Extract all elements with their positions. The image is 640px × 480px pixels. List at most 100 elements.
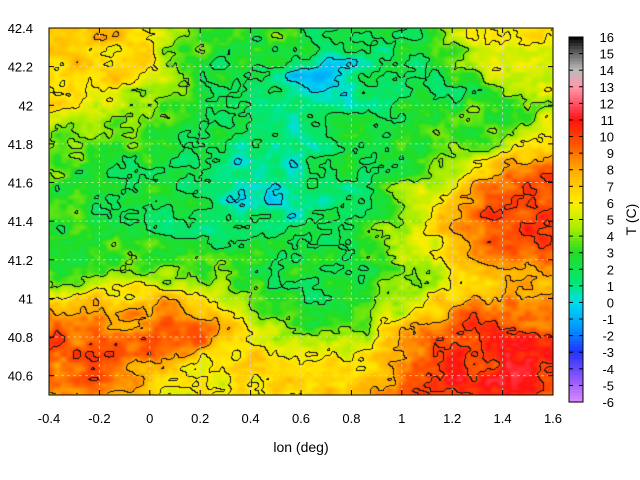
colorbar-tick-label: -1 (602, 312, 614, 327)
colorbar-segment (569, 313, 583, 318)
colorbar-tick-label: 16 (600, 30, 614, 45)
x-tick-label: 0.2 (191, 411, 209, 426)
colorbar-segment (569, 179, 583, 184)
colorbar-segment (569, 210, 583, 215)
x-tick-label: 1.4 (494, 411, 512, 426)
colorbar-segment (569, 383, 583, 388)
colorbar-segment (569, 222, 583, 227)
colorbar-segment (569, 319, 583, 324)
colorbar-segment (569, 195, 583, 199)
colorbar-segment (569, 249, 583, 254)
y-tick-label: 40.8 (8, 330, 33, 345)
colorbar-segment (569, 131, 583, 135)
colorbar-segment (569, 134, 583, 138)
colorbar-segment (569, 122, 583, 126)
colorbar-segment (569, 79, 583, 84)
colorbar-segment (569, 332, 583, 336)
colorbar-segment (569, 256, 583, 260)
colorbar-segment (569, 149, 583, 154)
colorbar-segment (569, 207, 583, 211)
colorbar-segment (569, 362, 583, 367)
colorbar-segment (569, 353, 583, 357)
colorbar-segment (569, 347, 583, 351)
colorbar-segment (569, 76, 583, 81)
colorbar-segment (569, 322, 583, 327)
colorbar-segment (569, 213, 583, 218)
colorbar-segment (569, 82, 583, 87)
colorbar-segment (569, 152, 583, 157)
colorbar-tick-label: 5 (607, 213, 614, 228)
colorbar-segment (569, 55, 583, 59)
colorbar-segment (569, 280, 583, 284)
colorbar-segment (569, 103, 583, 108)
colorbar-segment (569, 70, 583, 75)
colorbar-segment (569, 246, 583, 251)
colorbar-segment (569, 94, 583, 99)
colorbar-tick-label: -6 (602, 395, 614, 410)
colorbar (568, 36, 584, 403)
colorbar-segment (569, 88, 583, 93)
colorbar-segment (569, 338, 583, 342)
colorbar-segment (569, 100, 583, 105)
colorbar-segment (569, 316, 583, 321)
colorbar-segment (569, 113, 583, 117)
colorbar-segment (569, 359, 583, 364)
colorbar-tick-label: 2 (607, 262, 614, 277)
x-axis-ticks: -0.4 -0.2 0 0.2 0.4 0.6 0.8 1 1.2 1.4 1.6 (38, 28, 562, 426)
colorbar-segment (569, 350, 583, 354)
colorbar-segment (569, 259, 583, 263)
y-tick-label: 42.4 (8, 21, 33, 36)
x-tick-label: 0.8 (342, 411, 360, 426)
colorbar-segment (569, 161, 583, 166)
colorbar-segment (569, 67, 583, 72)
colorbar-segment (569, 201, 583, 205)
colorbar-segment (569, 46, 583, 50)
y-tick-label: 41 (19, 291, 33, 306)
colorbar-segment (569, 374, 583, 379)
colorbar-segment (569, 40, 583, 44)
colorbar-segment (569, 198, 583, 202)
colorbar-segment (569, 265, 583, 269)
y-axis-ticks: 40.6 40.8 41 41.2 41.4 41.6 41.8 42 42.2 42.4 (8, 21, 553, 384)
colorbar-segment (569, 283, 583, 288)
colorbar-tick-label: 8 (607, 163, 614, 178)
colorbar-segment (569, 143, 583, 148)
colorbar-segment (569, 85, 583, 90)
x-tick-label: 0.4 (242, 411, 260, 426)
colorbar-segment (569, 97, 583, 102)
colorbar-segment (569, 61, 583, 65)
colorbar-segment (569, 137, 583, 142)
colorbar-segment (569, 356, 583, 361)
colorbar-segment (569, 325, 583, 330)
colorbar-segment (569, 277, 583, 281)
colorbar-segment (569, 289, 583, 294)
colorbar-segment (569, 106, 583, 111)
colorbar-segment (569, 231, 583, 236)
colorbar-tick-label: -3 (602, 345, 614, 360)
colorbar-tick-label: -2 (602, 329, 614, 344)
colorbar-segment (569, 167, 583, 172)
colorbar-segment (569, 128, 583, 132)
colorbar-tick-label: 14 (600, 63, 614, 78)
colorbar-tick-label: -4 (602, 362, 614, 377)
colorbar-segment (569, 125, 583, 129)
colorbar-segment (569, 183, 583, 187)
colorbar-segment (569, 237, 583, 242)
x-tick-label: 0.6 (292, 411, 310, 426)
colorbar-segment (569, 43, 583, 47)
colorbar-segment (569, 58, 583, 62)
colorbar-segment (569, 329, 583, 333)
colorbar-segment (569, 380, 583, 385)
x-axis-label: lon (deg) (273, 439, 328, 455)
colorbar-segment (569, 386, 583, 391)
colorbar-segment (569, 204, 583, 208)
colorbar-segment (569, 365, 583, 370)
colorbar-segment (569, 389, 583, 394)
colorbar-segment (569, 286, 583, 291)
colorbar-segment (569, 91, 583, 96)
y-tick-label: 41.8 (8, 137, 33, 152)
colorbar-segment (569, 292, 583, 297)
colorbar-tick-label: 11 (601, 113, 615, 128)
colorbar-segment (569, 37, 583, 41)
